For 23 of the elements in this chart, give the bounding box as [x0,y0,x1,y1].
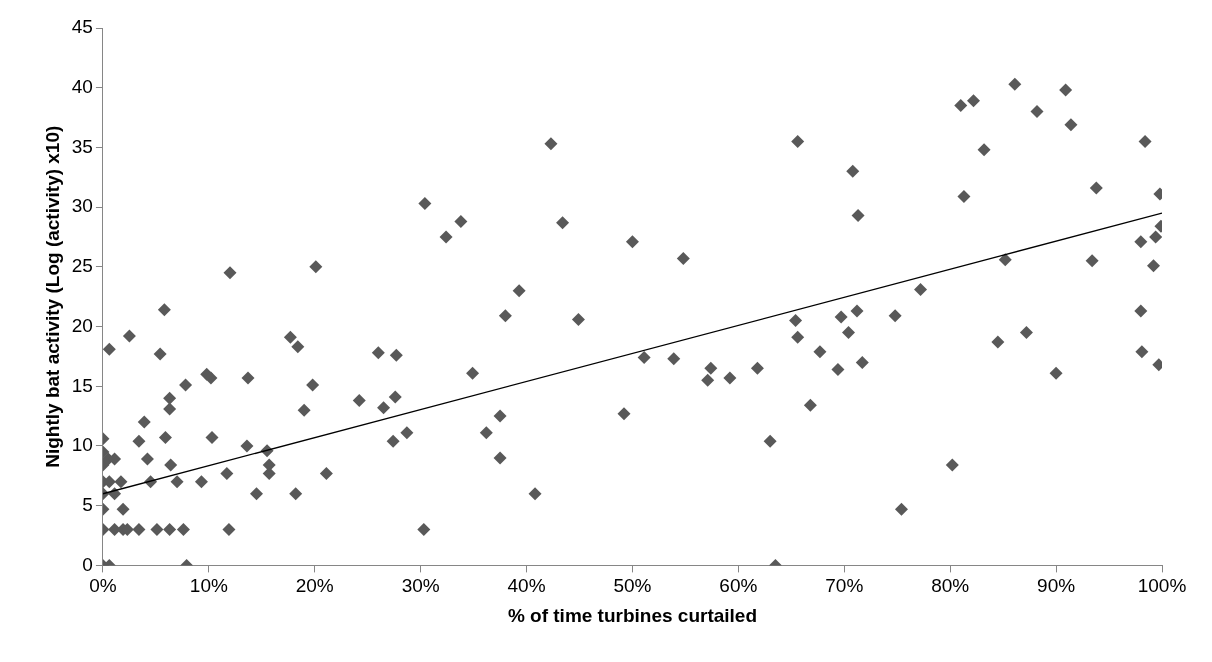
y-tick-label: 0 [82,553,93,575]
x-tick-label: 30% [401,575,440,597]
x-tick-label: 70% [825,575,864,597]
x-tick-label: 60% [719,575,758,597]
y-tick-label: 10 [71,434,93,456]
y-tick-label: 30 [71,195,93,217]
x-tick-label: 10% [189,575,228,597]
x-tick-label: 50% [613,575,652,597]
y-tick-label: 20 [71,314,93,336]
x-tick-label: 80% [931,575,970,597]
y-tick-label: 45 [71,16,93,38]
x-tick-label: 100% [1137,575,1187,597]
y-tick-label: 40 [71,75,93,97]
y-axis-title: Nightly bat activity (Log (activity) x10) [41,125,63,468]
y-tick-label: 25 [71,255,93,277]
y-tick-label: 35 [71,135,93,157]
y-tick-label: 15 [71,374,93,396]
y-tick-label: 5 [82,493,93,515]
x-tick-label: 90% [1037,575,1076,597]
x-tick-label: 40% [507,575,546,597]
x-tick-label: 20% [295,575,334,597]
x-axis-title: % of time turbines curtailed [507,604,758,626]
x-tick-label: 0% [89,575,117,597]
